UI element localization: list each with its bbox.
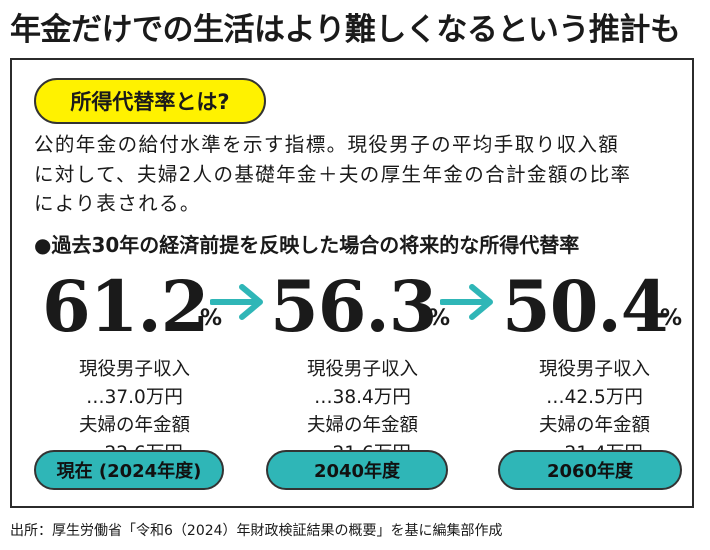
year-badge-2060: 2060年度 bbox=[498, 450, 682, 490]
definition-text: 公的年金の給付水準を示す指標。現役男子の平均手取り収入額 に対して、夫婦2人の基… bbox=[34, 130, 684, 219]
definition-line: に対して、夫婦2人の基礎年金＋夫の厚生年金の合計金額の比率 bbox=[34, 162, 632, 186]
pension-label: 夫婦の年金額 bbox=[538, 415, 650, 436]
definition-line: 公的年金の給付水準を示す指標。現役男子の平均手取り収入額 bbox=[34, 133, 620, 156]
percent-unit: % bbox=[428, 306, 451, 331]
percent-unit: % bbox=[200, 306, 223, 331]
definition-line: により表される。 bbox=[34, 192, 201, 215]
pension-label: 夫婦の年金額 bbox=[306, 415, 418, 436]
percent-unit: % bbox=[660, 306, 683, 331]
income-value: …37.0万円 bbox=[86, 387, 183, 408]
income-value: …38.4万円 bbox=[314, 387, 411, 408]
source-note: 出所：厚生労働省「令和6（2024）年財政検証結果の概要」を基に編集部作成 bbox=[10, 523, 503, 539]
income-value: …42.5万円 bbox=[546, 387, 643, 408]
right-arrow-icon bbox=[210, 284, 263, 320]
headline: 年金だけでの生活はより難しくなるという推計も bbox=[10, 12, 681, 48]
year-badge-2024: 現在 (2024年度) bbox=[34, 450, 224, 490]
section-subhead: ●過去30年の経済前提を反映した場合の将来的な所得代替率 bbox=[34, 233, 580, 257]
year-badge-2040: 2040年度 bbox=[266, 450, 448, 490]
right-arrow-icon bbox=[440, 284, 493, 320]
content-panel: 所得代替率とは? 公的年金の給付水準を示す指標。現役男子の平均手取り収入額 に対… bbox=[10, 58, 694, 508]
replacement-rate-value: 61.2 bbox=[42, 265, 209, 348]
replacement-rate-value: 50.4 bbox=[502, 265, 669, 348]
replacement-rate-value: 56.3 bbox=[270, 265, 437, 348]
income-label: 現役男子収入 bbox=[78, 359, 190, 380]
pension-label: 夫婦の年金額 bbox=[78, 415, 190, 436]
definition-label: 所得代替率とは? bbox=[34, 78, 266, 124]
income-label: 現役男子収入 bbox=[538, 359, 650, 380]
income-label: 現役男子収入 bbox=[306, 359, 418, 380]
